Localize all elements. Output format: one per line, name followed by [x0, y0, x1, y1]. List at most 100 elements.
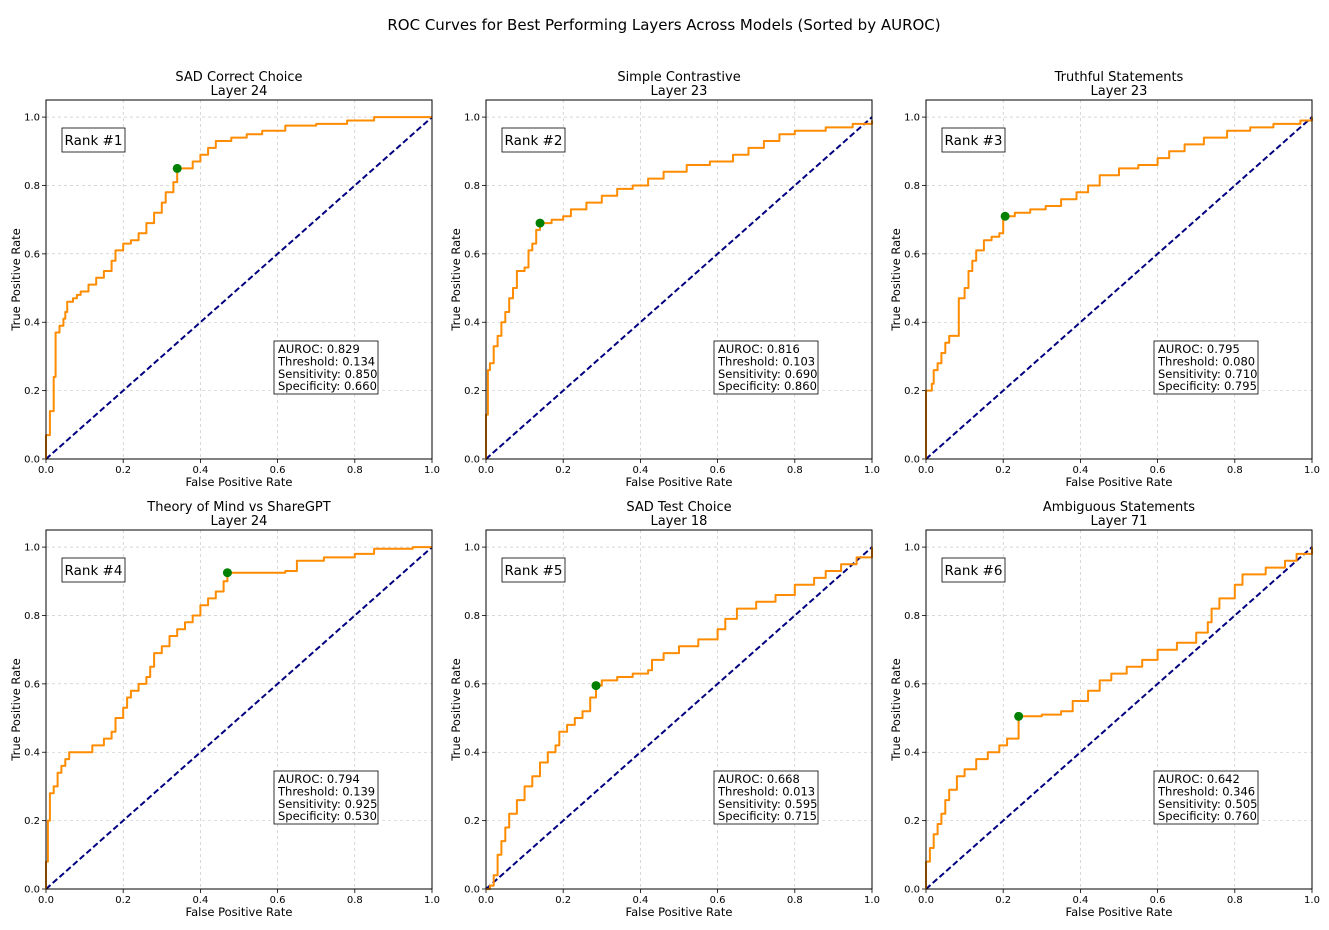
axes-frame — [45, 99, 433, 460]
y-tick-label: 0.6 — [464, 679, 480, 690]
stat-line: Threshold: 0.103 — [717, 354, 815, 368]
subplot-layer: Layer 71 — [1091, 514, 1148, 529]
stat-line: Specificity: 0.530 — [278, 809, 377, 823]
x-tick-label: 0.8 — [347, 465, 363, 476]
stats-box-frame — [1153, 770, 1259, 825]
stat-line: Specificity: 0.760 — [1158, 809, 1257, 823]
x-tick-label: 0.4 — [632, 895, 648, 906]
x-tick-label: 0.8 — [787, 895, 803, 906]
x-tick-label: 0.8 — [1227, 465, 1243, 476]
roc-curve — [925, 547, 1313, 889]
y-tick-label: 0.2 — [904, 816, 920, 827]
optimal-threshold-point — [591, 681, 601, 691]
y-tick-label: 0.6 — [904, 679, 920, 690]
subplot-layer: Layer 23 — [651, 84, 708, 99]
rank-label: Rank #2 — [505, 133, 563, 149]
y-axis-label: True Positive Rate — [449, 228, 463, 331]
rank-box: Rank #1 — [61, 127, 126, 153]
stats-box-frame — [273, 340, 379, 395]
subplot-title: Ambiguous Statements — [1043, 500, 1195, 515]
y-axis-label: True Positive Rate — [9, 658, 23, 761]
subplot-title: Truthful Statements — [1054, 70, 1184, 85]
y-tick-label: 0.8 — [464, 181, 480, 192]
stat-line: Sensitivity: 0.690 — [718, 367, 818, 381]
y-tick-label: 0.4 — [24, 748, 40, 759]
x-tick-label: 1.0 — [424, 895, 440, 906]
subplot-title: Theory of Mind vs ShareGPT — [146, 500, 330, 515]
y-tick-label: 0.8 — [24, 181, 40, 192]
rank-box-frame — [501, 127, 566, 153]
y-axis-label: True Positive Rate — [449, 658, 463, 761]
subplot-layer: Layer 24 — [211, 84, 268, 99]
stat-line: AUROC: 0.794 — [278, 772, 360, 786]
stat-line: Specificity: 0.660 — [278, 379, 377, 393]
y-tick-label: 0.8 — [464, 611, 480, 622]
stat-line: Threshold: 0.013 — [717, 784, 815, 798]
axes-frame — [925, 99, 1313, 460]
x-tick-label: 0.4 — [632, 465, 648, 476]
rank-box: Rank #5 — [501, 557, 566, 583]
stat-line: Sensitivity: 0.505 — [1158, 797, 1258, 811]
stat-line: AUROC: 0.816 — [718, 342, 800, 356]
x-tick-label: 0.0 — [478, 895, 494, 906]
x-tick-label: 0.4 — [1072, 465, 1088, 476]
x-tick-label: 0.4 — [192, 465, 208, 476]
y-tick-label: 1.0 — [24, 543, 40, 554]
random-classifier-line — [925, 116, 1313, 460]
y-tick-label: 0.2 — [24, 386, 40, 397]
stat-line: Sensitivity: 0.595 — [718, 797, 818, 811]
subplot-layer: Layer 23 — [1091, 84, 1148, 99]
rank-box-frame — [61, 127, 126, 153]
x-tick-label: 0.4 — [192, 895, 208, 906]
stat-line: AUROC: 0.829 — [278, 342, 360, 356]
random-classifier-line — [485, 546, 873, 890]
rank-box: Rank #4 — [61, 557, 126, 583]
stat-line: Sensitivity: 0.925 — [278, 797, 378, 811]
x-tick-label: 1.0 — [864, 465, 880, 476]
y-tick-label: 0.0 — [904, 885, 920, 896]
stat-line: AUROC: 0.668 — [718, 772, 800, 786]
x-tick-label: 0.0 — [38, 895, 54, 906]
stat-line: Threshold: 0.134 — [277, 354, 375, 368]
y-tick-label: 0.8 — [904, 611, 920, 622]
stat-line: Specificity: 0.795 — [1158, 379, 1257, 393]
y-tick-label: 0.2 — [464, 386, 480, 397]
rank-label: Rank #6 — [945, 563, 1003, 579]
x-tick-label: 0.2 — [115, 895, 131, 906]
optimal-threshold-point — [172, 163, 182, 173]
stat-line: Threshold: 0.080 — [1157, 354, 1255, 368]
axes-frame — [925, 529, 1313, 890]
stat-line: Sensitivity: 0.850 — [278, 367, 378, 381]
axes-frame — [485, 99, 873, 460]
axes-frame — [485, 529, 873, 890]
random-classifier-line — [925, 546, 1313, 890]
x-tick-label: 1.0 — [1304, 465, 1320, 476]
subplot-title: Simple Contrastive — [617, 70, 740, 85]
x-tick-label: 0.4 — [1072, 895, 1088, 906]
figure-title: ROC Curves for Best Performing Layers Ac… — [387, 16, 940, 34]
rank-label: Rank #3 — [945, 133, 1003, 149]
x-tick-label: 1.0 — [864, 895, 880, 906]
y-tick-label: 0.0 — [464, 885, 480, 896]
x-tick-label: 0.0 — [38, 465, 54, 476]
roc-curve — [45, 546, 432, 889]
x-tick-label: 0.6 — [1150, 895, 1166, 906]
x-axis-label: False Positive Rate — [626, 905, 733, 919]
subplot-title: SAD Correct Choice — [175, 70, 302, 85]
stat-line: Threshold: 0.139 — [277, 784, 375, 798]
y-axis-label: True Positive Rate — [889, 658, 903, 761]
optimal-threshold-point — [222, 568, 232, 578]
y-tick-label: 0.2 — [464, 816, 480, 827]
x-axis-label: False Positive Rate — [626, 475, 733, 489]
rank-box-frame — [61, 557, 126, 583]
rank-box: Rank #3 — [941, 127, 1006, 153]
rank-box: Rank #2 — [501, 127, 566, 153]
